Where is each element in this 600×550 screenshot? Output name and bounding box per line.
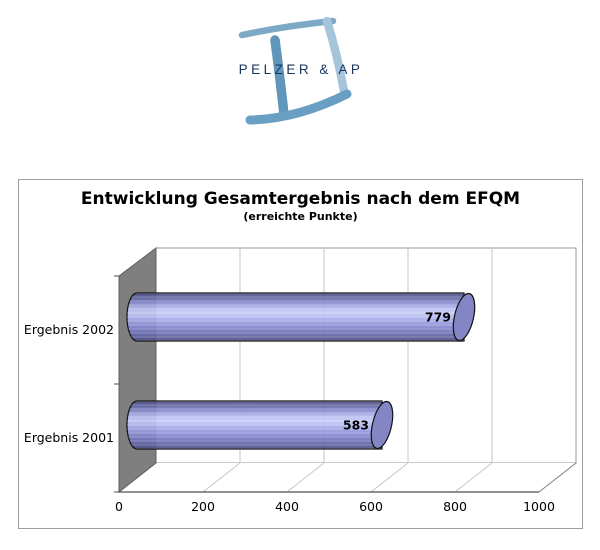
x-tick-800: 800 — [443, 499, 467, 514]
floor-gridlines — [202, 462, 493, 493]
bar-cylinder-2002-sheen — [127, 293, 464, 341]
bar-cap-2002 — [452, 292, 476, 342]
bar-1: 583 — [126, 400, 394, 450]
x-tick-0: 0 — [115, 499, 123, 514]
bar-0: 779 — [126, 292, 476, 342]
category-labels: Ergebnis 2002 Ergebnis 2001 — [24, 322, 114, 445]
plot-area: 779 583 0 200 400 600 800 1000 Ergeb — [24, 246, 577, 514]
category-label-2001: Ergebnis 2001 — [24, 430, 114, 445]
logo-brushstroke-top — [238, 17, 337, 39]
floor-right-edge — [538, 462, 577, 493]
chart-subtitle: (erreichte Punkte) — [243, 210, 358, 223]
bar-cylinder-2001-sheen — [127, 401, 382, 449]
logo-brushstroke-bottom — [245, 89, 352, 125]
chart-frame: Entwicklung Gesamtergebnis nach dem EFQM… — [18, 179, 583, 529]
value-label-2001: 583 — [343, 418, 369, 433]
company-logo: PELZER & AP — [238, 16, 364, 125]
value-label-2002: 779 — [425, 310, 451, 325]
category-ticks — [114, 275, 119, 493]
side-wall — [118, 246, 157, 494]
plot-floor — [119, 463, 576, 492]
x-tick-600: 600 — [359, 499, 383, 514]
bar-cap-2001 — [370, 400, 394, 450]
x-tick-200: 200 — [191, 499, 215, 514]
chart-title: Entwicklung Gesamtergebnis nach dem EFQM — [80, 189, 521, 209]
x-tick-1000: 1000 — [523, 499, 555, 514]
logo-wordmark: PELZER & AP — [239, 62, 364, 77]
category-label-2002: Ergebnis 2002 — [24, 322, 114, 337]
logo-brushstroke-right — [322, 16, 349, 96]
x-tick-400: 400 — [275, 499, 299, 514]
logo-brushstroke-center — [270, 35, 289, 119]
x-axis-labels: 0 200 400 600 800 1000 — [115, 499, 555, 514]
